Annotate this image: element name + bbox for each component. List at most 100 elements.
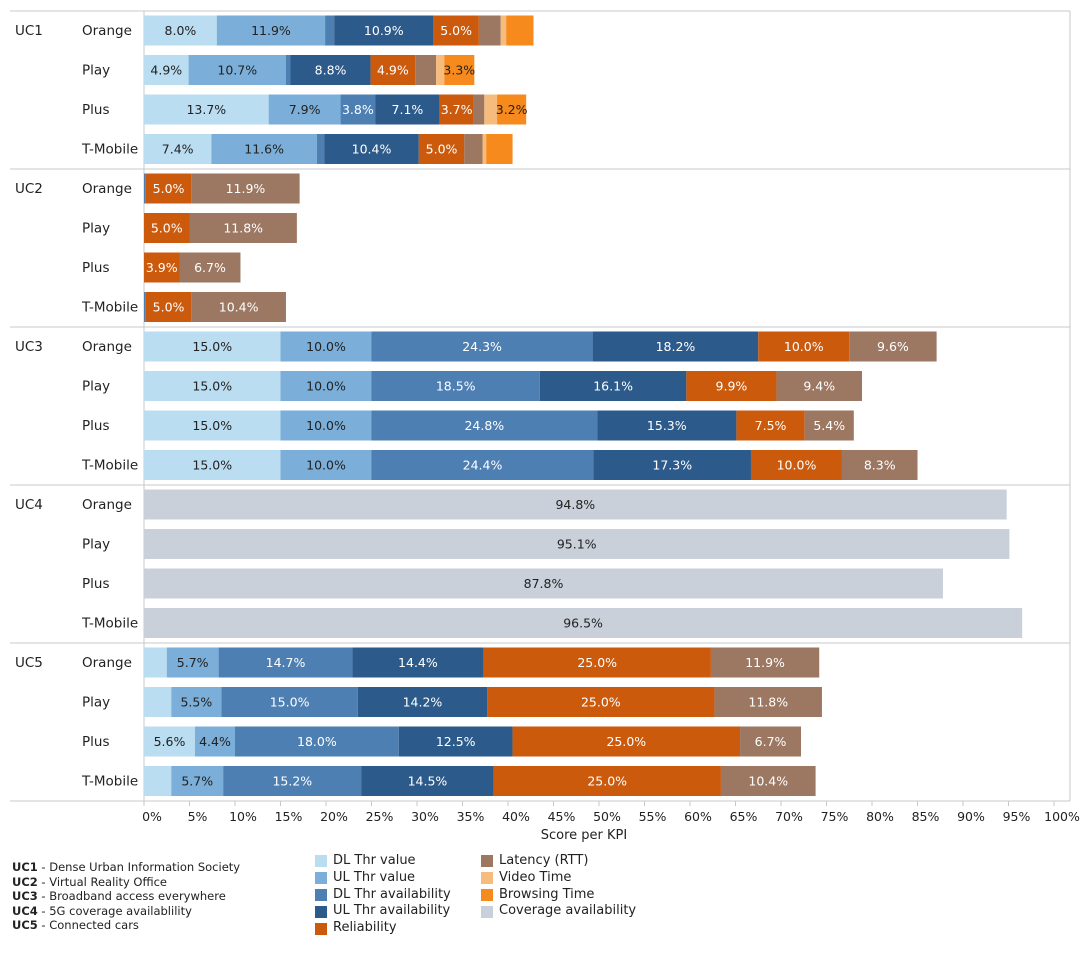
operator-label: Play xyxy=(82,695,110,711)
bar-segment xyxy=(144,529,1010,559)
bar-segment xyxy=(144,726,195,757)
legend-label: Latency (RTT) xyxy=(499,853,589,868)
note-code: UC5 xyxy=(12,918,38,933)
bar-segment xyxy=(144,766,172,796)
x-tick-label: 65% xyxy=(730,809,758,824)
bar-segment xyxy=(316,134,325,164)
data-label: 4.4% xyxy=(199,734,231,749)
data-label: 95.1% xyxy=(557,537,597,552)
operator-label: T-Mobile xyxy=(81,616,138,632)
bar-segment xyxy=(144,450,281,480)
data-label: 9.9% xyxy=(716,379,748,394)
data-label: 10.4% xyxy=(748,774,788,789)
x-tick-label: 50% xyxy=(593,809,621,824)
bar-segment xyxy=(144,15,217,46)
x-tick-label: 100% xyxy=(1044,809,1080,824)
data-label: 10.0% xyxy=(306,418,346,433)
data-label: 11.8% xyxy=(223,221,263,236)
data-label: 18.0% xyxy=(297,734,337,749)
operator-label: Orange xyxy=(82,339,132,355)
data-label: 10.4% xyxy=(352,142,392,157)
data-label: 5.0% xyxy=(153,181,185,196)
x-tick-label: 55% xyxy=(639,809,667,824)
bar-segment xyxy=(841,450,918,480)
legend-label: UL Thr availability xyxy=(333,903,451,919)
data-label: 5.0% xyxy=(153,300,185,315)
bar-segment xyxy=(539,371,687,401)
data-label: 25.0% xyxy=(577,655,617,670)
legend-item-latency: Latency (RTT) xyxy=(481,853,636,870)
note-code: UC4 xyxy=(12,903,38,918)
bar-segment xyxy=(439,94,474,125)
legend-item-browsing-time: Browsing Time xyxy=(481,887,636,904)
bar-segment xyxy=(280,371,372,401)
operator-label: Orange xyxy=(82,181,132,197)
bar-segment xyxy=(144,94,269,125)
note-uc1: UC1 - Dense Urban Information Society xyxy=(12,860,240,875)
data-label: 8.0% xyxy=(165,23,197,38)
legend-swatch xyxy=(481,872,493,885)
x-tick-label: 5% xyxy=(188,809,208,824)
x-tick-label: 75% xyxy=(821,809,849,824)
bar-segment xyxy=(325,15,335,46)
bar-segment xyxy=(493,766,721,796)
bar-segment xyxy=(482,134,487,164)
bar-segment xyxy=(464,134,483,164)
data-label: 11.9% xyxy=(251,23,291,38)
data-label: 16.1% xyxy=(593,379,633,394)
group-label: UC2 xyxy=(15,181,43,197)
data-label: 15.0% xyxy=(192,379,232,394)
bar-segment xyxy=(371,410,598,441)
data-label: 7.5% xyxy=(755,418,787,433)
bar-segment xyxy=(486,134,513,164)
x-tick-label: 80% xyxy=(866,809,894,824)
bar-segment xyxy=(268,94,341,125)
bar-segment xyxy=(280,331,372,362)
bar-segment xyxy=(371,331,593,362)
bar-segment xyxy=(506,15,534,46)
data-label: 87.8% xyxy=(524,576,564,591)
data-label: 15.0% xyxy=(270,695,310,710)
legend-swatch xyxy=(315,872,327,885)
data-label: 25.0% xyxy=(581,695,621,710)
operator-label: Orange xyxy=(82,23,132,39)
x-tick-label: 35% xyxy=(457,809,485,824)
bar-segment xyxy=(144,608,1023,638)
bar-segment xyxy=(804,410,854,441)
legend-swatch xyxy=(315,905,327,918)
legend-column-right: Latency (RTT) Video Time Browsing Time C… xyxy=(481,853,636,920)
bar-segment xyxy=(418,134,465,164)
bar-segment xyxy=(736,410,805,441)
bar-segment xyxy=(285,55,291,85)
data-label: 5.0% xyxy=(440,23,472,38)
note-uc3: UC3 - Broadband access everywhere xyxy=(12,889,240,904)
data-label: 7.4% xyxy=(162,142,194,157)
note-uc4: UC4 - 5G coverage availablility xyxy=(12,904,240,919)
x-tick-label: 45% xyxy=(548,809,576,824)
data-label: 18.5% xyxy=(436,379,476,394)
operator-label: T-Mobile xyxy=(81,300,138,316)
data-label: 15.2% xyxy=(272,774,312,789)
bar-segment xyxy=(280,410,372,441)
bar-segment xyxy=(144,568,943,599)
bar-segment xyxy=(483,647,711,678)
bar-segment xyxy=(144,213,190,243)
operator-label: Plus xyxy=(82,734,109,750)
data-label: 13.7% xyxy=(186,102,226,117)
bar-segment xyxy=(144,371,281,401)
data-label: 5.6% xyxy=(154,734,186,749)
bar-segment xyxy=(188,55,286,85)
x-tick-label: 70% xyxy=(775,809,803,824)
x-tick-label: 10% xyxy=(229,809,257,824)
legend-swatch xyxy=(315,922,327,935)
x-tick-label: 25% xyxy=(366,809,394,824)
note-text: - Virtual Reality Office xyxy=(37,874,167,889)
bar-segment xyxy=(290,55,371,85)
bar-segment xyxy=(144,173,146,204)
bar-segment xyxy=(191,292,286,322)
x-tick-label: 15% xyxy=(275,809,303,824)
operator-label: Plus xyxy=(82,418,109,434)
data-label: 5.0% xyxy=(151,221,183,236)
operator-label: Play xyxy=(82,221,110,237)
note-text: - Broadband access everywhere xyxy=(37,889,226,904)
